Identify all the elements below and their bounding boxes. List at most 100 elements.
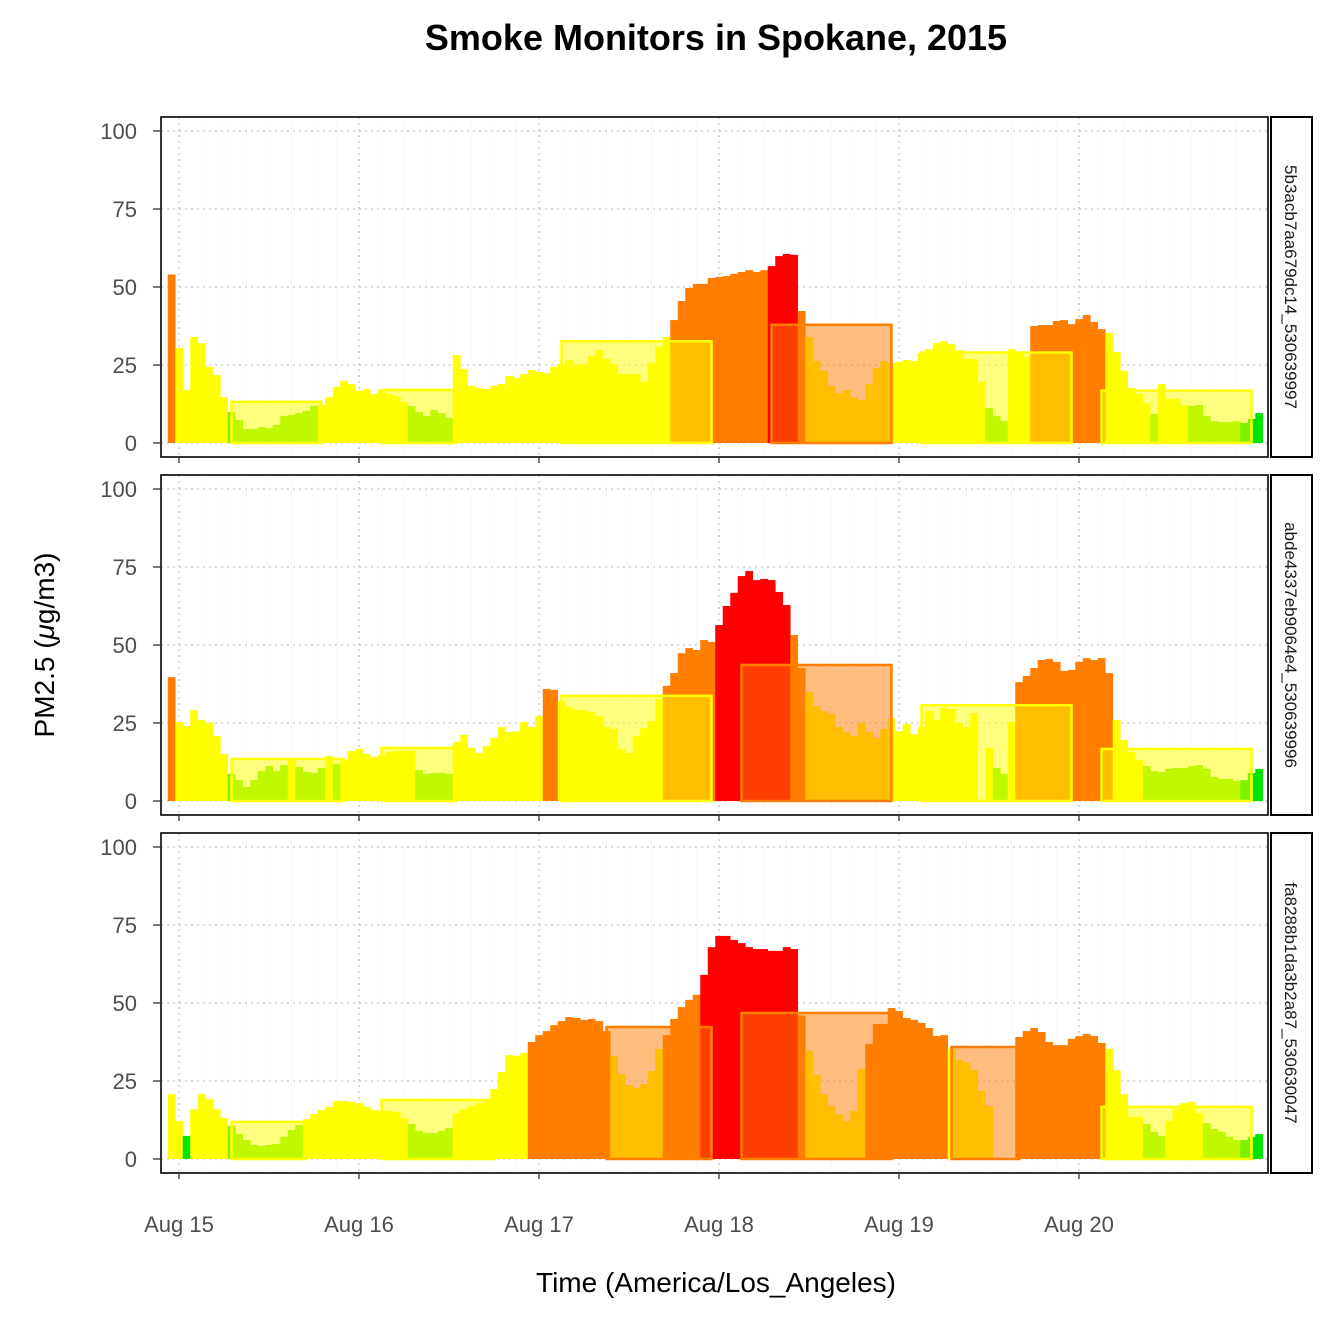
bar — [745, 270, 754, 443]
bar — [475, 388, 484, 443]
bar — [212, 374, 221, 443]
bar — [902, 360, 911, 443]
bar — [347, 751, 356, 801]
daily-average-box — [920, 703, 1073, 803]
y-tick-label: 75 — [113, 555, 137, 580]
bar — [370, 757, 379, 801]
bar — [482, 746, 491, 801]
strip — [1270, 116, 1313, 458]
bar — [355, 390, 364, 443]
bar — [550, 1025, 559, 1159]
bar — [460, 369, 469, 443]
y-tick-label: 0 — [125, 431, 137, 456]
bar — [587, 1018, 596, 1159]
daily-average-box — [560, 340, 713, 445]
panels: 0 25 50 75 100 5b3acb7aa679dc14_530639997 0 25 5… — [100, 116, 1313, 1179]
bar — [1105, 673, 1114, 801]
y-axis-label: PM2.5 (μg/m3) — [29, 553, 60, 738]
y-tick-label: 100 — [100, 835, 137, 860]
bar — [1097, 329, 1106, 443]
bar — [332, 1100, 341, 1159]
bar — [167, 1094, 176, 1159]
daily-average-box — [950, 1045, 1021, 1161]
y-tick-label: 25 — [113, 353, 137, 378]
bar — [220, 1118, 229, 1159]
bar — [475, 752, 484, 801]
x-axis-label: Time (America/Los_Angeles) — [536, 1267, 896, 1298]
bar — [362, 1106, 371, 1159]
daily-average-box — [560, 694, 713, 803]
bar — [1052, 1045, 1061, 1159]
panel-1: 0 25 50 75 100 5b3acb7aa679dc14_530639997 — [100, 116, 1313, 463]
y-tick-label: 75 — [113, 913, 137, 938]
bar — [535, 716, 544, 801]
bar — [347, 384, 356, 443]
bar — [205, 1099, 214, 1159]
bar — [370, 1110, 379, 1159]
bar — [520, 722, 529, 801]
x-tick-label: Aug 20 — [1044, 1212, 1114, 1237]
bar — [512, 378, 521, 443]
bar — [1082, 315, 1091, 443]
bar — [520, 1052, 529, 1159]
bar — [497, 727, 506, 801]
bar — [467, 747, 476, 801]
strip — [1270, 474, 1313, 816]
daily-average-box — [1100, 389, 1253, 445]
y-tick-label: 0 — [125, 1147, 137, 1172]
bar — [715, 935, 724, 1159]
bar — [535, 1035, 544, 1159]
bar — [505, 375, 514, 443]
bar — [1030, 1027, 1039, 1159]
bar — [1022, 1031, 1031, 1159]
bar — [175, 1120, 184, 1159]
bar — [467, 385, 476, 443]
chart-title: Smoke Monitors in Spokane, 2015 — [425, 17, 1007, 58]
bar — [542, 1031, 551, 1159]
bar — [535, 371, 544, 443]
bar — [730, 273, 739, 443]
bar — [347, 1101, 356, 1159]
bar — [325, 397, 334, 443]
bar — [542, 688, 551, 801]
bar — [1060, 1045, 1069, 1159]
daily-average-box — [380, 1098, 496, 1161]
bar — [542, 373, 551, 443]
bar — [362, 753, 371, 801]
bar — [737, 272, 746, 443]
daily-average-box — [230, 400, 323, 445]
bar — [325, 1106, 334, 1159]
bar — [175, 348, 184, 443]
bar — [1075, 1036, 1084, 1159]
bar — [572, 1017, 581, 1159]
bar — [1105, 1048, 1114, 1159]
y-axis-label-mu: μ — [29, 624, 60, 640]
bar — [512, 731, 521, 801]
bar — [182, 1135, 191, 1159]
bar — [895, 361, 904, 443]
y-tick-label: 50 — [113, 633, 137, 658]
bar — [332, 387, 341, 443]
bar — [197, 719, 206, 801]
bar — [730, 592, 739, 801]
bar — [182, 726, 191, 801]
bar — [497, 1071, 506, 1159]
bar — [505, 1055, 514, 1159]
bar — [752, 272, 761, 443]
bar — [205, 723, 214, 801]
bar — [520, 374, 529, 443]
daily-average-box — [380, 388, 458, 445]
bar — [370, 394, 379, 443]
bar — [490, 385, 499, 443]
bar — [722, 276, 731, 443]
bar — [182, 389, 191, 443]
x-tick-label: Aug 19 — [864, 1212, 934, 1237]
bar — [1090, 1036, 1099, 1159]
bar — [760, 270, 769, 443]
bar — [1067, 1038, 1076, 1159]
daily-average-box — [920, 351, 1073, 445]
daily-average-box — [605, 1025, 713, 1161]
bar — [550, 366, 559, 443]
bar — [722, 935, 731, 1159]
